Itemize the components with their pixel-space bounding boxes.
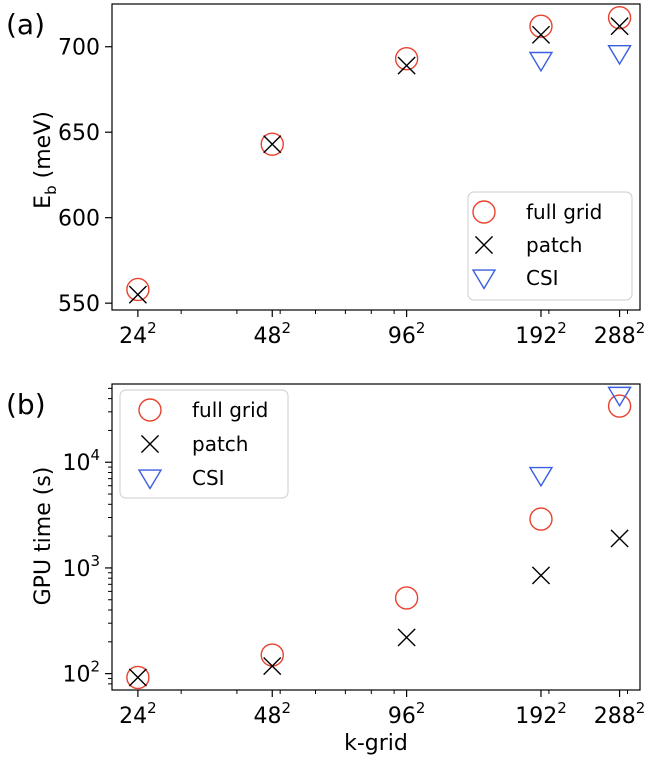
panel-b-y-tick-base: 10 [62, 663, 90, 688]
panel-a-y-tick-label: 600 [58, 207, 100, 232]
panel-b-legend-marker [138, 398, 162, 422]
panel-a-point-full-grid [126, 277, 150, 302]
panel-b-x-tick-label: 482 [253, 699, 291, 729]
panel-a-point-patch [610, 17, 629, 36]
panel-b-y-tick-label: 104 [62, 446, 100, 476]
panel-b-point-csi [528, 466, 554, 488]
panel-b-y-tick-exp: 3 [90, 552, 100, 570]
panel-a-x-tick-base: 192 [515, 324, 557, 349]
panel-b-y-tick-label: 103 [62, 552, 100, 582]
panel-a-legend-label: full grid [526, 200, 602, 224]
panel-b-y-tick-exp: 2 [90, 658, 100, 676]
panel-a-x-tick-exp: 2 [416, 319, 426, 337]
panel-b-x-tick-label: 962 [388, 699, 426, 729]
panel-b-legend-marker [140, 434, 160, 454]
panel-a-ylabel: Eb (meV) [31, 111, 60, 209]
panel-b-x-tick-label: 1922 [515, 699, 567, 729]
panel-b-x-tick-base: 288 [594, 704, 636, 729]
panel-a-x-tick-exp: 2 [557, 319, 567, 337]
panel-a-plot-frame [111, 3, 641, 311]
panel-b-plot-frame [111, 383, 641, 691]
panel-a-x-tick-base: 96 [388, 324, 416, 349]
panel-b-point-full-grid [126, 665, 150, 690]
panel-a-ylabel-main: E [31, 195, 56, 209]
panel-a-point-full-grid [394, 47, 419, 71]
panel-a-point-patch [128, 285, 147, 304]
panel-a-legend-box [467, 191, 633, 301]
panel-a-point-full-grid [260, 132, 284, 156]
panel-a: (a) Eb (meV) 242 482 962 1922 28825506006507… [6, 3, 646, 349]
panel-a-legend-label: CSI [526, 266, 559, 290]
panel-a-point-patch [397, 56, 416, 75]
panel-a-label: (a) [6, 8, 45, 41]
panel-b-x-tick-base: 96 [388, 704, 416, 729]
panel-b-legend-label: patch [192, 432, 248, 456]
panel-b-point-patch [263, 656, 282, 676]
panel-b-y-tick-exp: 4 [90, 446, 100, 464]
panel-a-x-tick-label: 242 [119, 319, 157, 349]
panel-b-xlabel: k-grid [344, 731, 408, 756]
panel-a-ylabel-rest: (meV) [31, 111, 56, 185]
panel-b-x-tick-base: 48 [253, 704, 281, 729]
panel-b-point-full-grid [607, 394, 632, 418]
panel-b-label: (b) [6, 388, 46, 421]
panel-b-ylabel: GPU time (s) [31, 467, 56, 606]
panel-a-point-full-grid [529, 14, 553, 38]
panel-b-x-tick-label: 242 [119, 699, 157, 729]
panel-a-legend-marker [474, 235, 494, 255]
panel-b-point-full-grid [260, 643, 284, 667]
panel-b-x-tick-base: 24 [119, 704, 147, 729]
panel-a-legend-marker [472, 200, 496, 224]
panel-b-legend-label: CSI [192, 466, 225, 490]
panel-a-x-tick-label: 2882 [594, 319, 646, 349]
panel-b-x-tick-exp: 2 [416, 699, 426, 717]
panel-a-ylabel-sub: b [42, 185, 60, 195]
panel-b-point-full-grid [394, 586, 419, 610]
panel-b-point-patch [397, 628, 416, 647]
panel-a-y-tick-label: 550 [58, 292, 100, 317]
panel-a-y-tick-label: 700 [58, 36, 100, 61]
panel-b-y-tick-base: 10 [62, 451, 90, 476]
panel-a-x-tick-base: 48 [253, 324, 281, 349]
panel-b-y-tick-label: 102 [62, 658, 100, 688]
panel-a-x-tick-exp: 2 [147, 319, 157, 337]
panel-a-y-tick-label: 650 [58, 121, 100, 146]
panel-a-x-tick-base: 24 [119, 324, 147, 349]
panel-a-x-tick-exp: 2 [636, 319, 646, 337]
panel-a-x-tick-label: 482 [253, 319, 291, 349]
panel-a-point-csi [607, 44, 632, 66]
panel-a-point-patch [531, 25, 551, 44]
panel-a-point-csi [528, 51, 554, 73]
panel-b-point-patch [610, 529, 629, 548]
panel-b-x-tick-exp: 2 [147, 699, 157, 717]
panel-b-y-tick-base: 10 [62, 557, 90, 582]
panel-b-x-tick-exp: 2 [557, 699, 567, 717]
panel-a-legend-marker [471, 269, 497, 290]
panel-a-x-tick-exp: 2 [281, 319, 291, 337]
panel-a-legend-label: patch [526, 233, 582, 257]
panel-b-point-patch [531, 566, 551, 585]
panel-a-point-patch [263, 135, 282, 154]
panel-b-point-patch [128, 668, 147, 687]
panel-b-legend-label: full grid [192, 398, 268, 422]
panel-b-point-full-grid [529, 507, 553, 531]
panel-a-point-full-grid [607, 5, 632, 30]
panel-b-point-csi [607, 386, 632, 408]
panel-b: (b) GPU time (s) k-grid 242 482 962 1922 288… [6, 383, 646, 756]
panel-b-x-tick-label: 2882 [594, 699, 646, 729]
panel-b-legend-marker [137, 469, 163, 490]
panel-b-x-tick-exp: 2 [636, 699, 646, 717]
panel-a-x-tick-base: 288 [594, 324, 636, 349]
panel-a-x-tick-label: 1922 [515, 319, 567, 349]
panel-b-x-tick-base: 192 [515, 704, 557, 729]
panel-a-x-tick-label: 962 [388, 319, 426, 349]
panel-b-x-tick-exp: 2 [281, 699, 291, 717]
panel-b-legend-box [119, 389, 289, 499]
